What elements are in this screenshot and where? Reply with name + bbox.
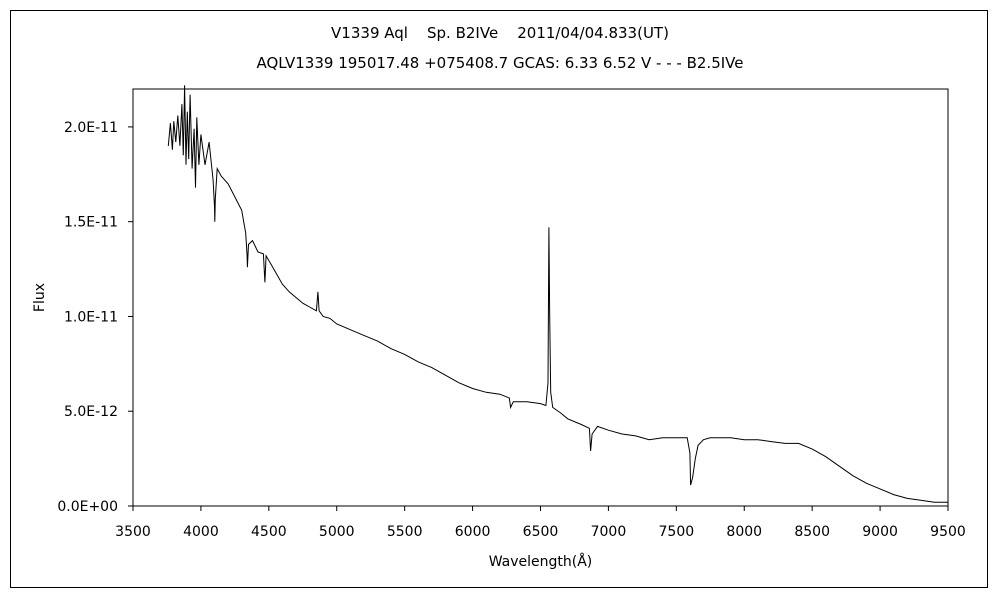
x-tick-label: 6000 xyxy=(455,524,491,540)
x-tick-label: 3500 xyxy=(115,524,151,540)
x-tick-label: 5000 xyxy=(319,524,355,540)
spectrum-line xyxy=(167,85,948,503)
x-tick-label: 4500 xyxy=(251,524,287,540)
y-tick-label: 5.0E-12 xyxy=(64,404,118,420)
x-tick-label: 8000 xyxy=(726,524,762,540)
y-tick-label: 0.0E+00 xyxy=(57,499,118,515)
x-axis-label: Wavelength(Å) xyxy=(489,553,593,570)
y-axis: 0.0E+00 5.0E-12 1.0E-11 1.5E-11 2.0E-11 xyxy=(57,120,133,515)
x-tick-label: 9500 xyxy=(930,524,966,540)
y-tick-label: 2.0E-11 xyxy=(64,120,118,136)
y-tick-label: 1.0E-11 xyxy=(64,309,118,325)
x-tick-label: 7500 xyxy=(659,524,695,540)
x-tick-label: 4000 xyxy=(183,524,219,540)
x-tick-label: 8500 xyxy=(794,524,830,540)
chart-subtitle: AQLV1339 195017.48 +075408.7 GCAS: 6.33 … xyxy=(256,54,744,72)
series-layer xyxy=(167,85,948,503)
plot-area xyxy=(132,88,949,507)
x-tick-label: 5500 xyxy=(387,524,423,540)
x-axis: 3500 4000 4500 5000 5500 6000 6500 7000 7500 8000… xyxy=(115,506,966,540)
chart-frame xyxy=(10,10,988,588)
x-tick-label: 9000 xyxy=(862,524,898,540)
chart-title: V1339 Aql Sp. B2IVe 2011/04/04.833(UT) xyxy=(331,24,669,42)
y-axis-label: Flux xyxy=(32,283,48,312)
x-tick-label: 6500 xyxy=(523,524,559,540)
y-tick-label: 1.5E-11 xyxy=(64,215,118,231)
x-tick-label: 7000 xyxy=(591,524,627,540)
